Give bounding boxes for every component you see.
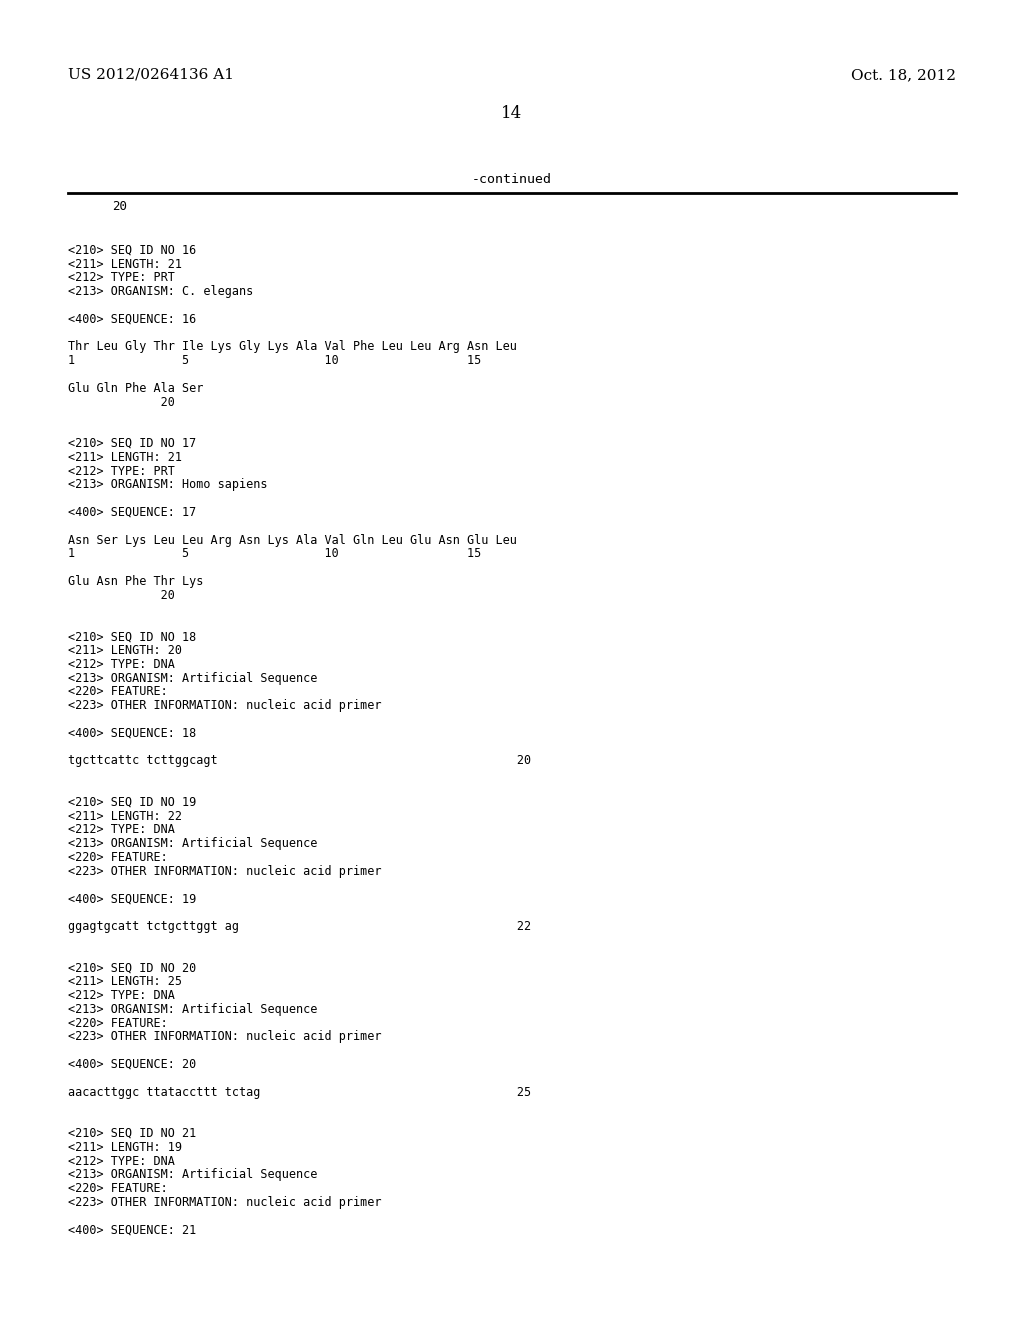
Text: <211> LENGTH: 25: <211> LENGTH: 25 xyxy=(68,975,182,989)
Text: <212> TYPE: DNA: <212> TYPE: DNA xyxy=(68,824,175,837)
Text: <400> SEQUENCE: 20: <400> SEQUENCE: 20 xyxy=(68,1059,197,1071)
Text: <213> ORGANISM: C. elegans: <213> ORGANISM: C. elegans xyxy=(68,285,253,298)
Text: 20: 20 xyxy=(68,589,175,602)
Text: aacacttggc ttataccttt tctag                                    25: aacacttggc ttataccttt tctag 25 xyxy=(68,1085,531,1098)
Text: <212> TYPE: DNA: <212> TYPE: DNA xyxy=(68,1155,175,1168)
Text: <223> OTHER INFORMATION: nucleic acid primer: <223> OTHER INFORMATION: nucleic acid pr… xyxy=(68,1196,382,1209)
Text: 20: 20 xyxy=(68,396,175,409)
Text: <213> ORGANISM: Homo sapiens: <213> ORGANISM: Homo sapiens xyxy=(68,478,267,491)
Text: <210> SEQ ID NO 19: <210> SEQ ID NO 19 xyxy=(68,796,197,809)
Text: <212> TYPE: PRT: <212> TYPE: PRT xyxy=(68,465,175,478)
Text: <211> LENGTH: 22: <211> LENGTH: 22 xyxy=(68,809,182,822)
Text: Asn Ser Lys Leu Leu Arg Asn Lys Ala Val Gln Leu Glu Asn Glu Leu: Asn Ser Lys Leu Leu Arg Asn Lys Ala Val … xyxy=(68,533,517,546)
Text: <220> FEATURE:: <220> FEATURE: xyxy=(68,851,168,865)
Text: <220> FEATURE:: <220> FEATURE: xyxy=(68,1016,168,1030)
Text: 1               5                   10                  15: 1 5 10 15 xyxy=(68,354,481,367)
Text: 14: 14 xyxy=(502,106,522,121)
Text: Oct. 18, 2012: Oct. 18, 2012 xyxy=(851,69,956,82)
Text: <211> LENGTH: 19: <211> LENGTH: 19 xyxy=(68,1140,182,1154)
Text: <400> SEQUENCE: 16: <400> SEQUENCE: 16 xyxy=(68,313,197,326)
Text: <213> ORGANISM: Artificial Sequence: <213> ORGANISM: Artificial Sequence xyxy=(68,672,317,685)
Text: <210> SEQ ID NO 16: <210> SEQ ID NO 16 xyxy=(68,244,197,257)
Text: <400> SEQUENCE: 17: <400> SEQUENCE: 17 xyxy=(68,506,197,519)
Text: 1               5                   10                  15: 1 5 10 15 xyxy=(68,548,481,561)
Text: <213> ORGANISM: Artificial Sequence: <213> ORGANISM: Artificial Sequence xyxy=(68,837,317,850)
Text: <212> TYPE: DNA: <212> TYPE: DNA xyxy=(68,989,175,1002)
Text: <212> TYPE: PRT: <212> TYPE: PRT xyxy=(68,272,175,284)
Text: <210> SEQ ID NO 18: <210> SEQ ID NO 18 xyxy=(68,630,197,643)
Text: Glu Asn Phe Thr Lys: Glu Asn Phe Thr Lys xyxy=(68,576,204,587)
Text: Glu Gln Phe Ala Ser: Glu Gln Phe Ala Ser xyxy=(68,381,204,395)
Text: <212> TYPE: DNA: <212> TYPE: DNA xyxy=(68,657,175,671)
Text: ggagtgcatt tctgcttggt ag                                       22: ggagtgcatt tctgcttggt ag 22 xyxy=(68,920,531,933)
Text: <213> ORGANISM: Artificial Sequence: <213> ORGANISM: Artificial Sequence xyxy=(68,1003,317,1016)
Text: <210> SEQ ID NO 20: <210> SEQ ID NO 20 xyxy=(68,961,197,974)
Text: <211> LENGTH: 21: <211> LENGTH: 21 xyxy=(68,257,182,271)
Text: US 2012/0264136 A1: US 2012/0264136 A1 xyxy=(68,69,234,82)
Text: -continued: -continued xyxy=(472,173,552,186)
Text: <211> LENGTH: 20: <211> LENGTH: 20 xyxy=(68,644,182,657)
Text: <223> OTHER INFORMATION: nucleic acid primer: <223> OTHER INFORMATION: nucleic acid pr… xyxy=(68,1031,382,1043)
Text: <213> ORGANISM: Artificial Sequence: <213> ORGANISM: Artificial Sequence xyxy=(68,1168,317,1181)
Text: <223> OTHER INFORMATION: nucleic acid primer: <223> OTHER INFORMATION: nucleic acid pr… xyxy=(68,700,382,713)
Text: <220> FEATURE:: <220> FEATURE: xyxy=(68,685,168,698)
Text: <400> SEQUENCE: 19: <400> SEQUENCE: 19 xyxy=(68,892,197,906)
Text: <400> SEQUENCE: 21: <400> SEQUENCE: 21 xyxy=(68,1224,197,1237)
Text: <210> SEQ ID NO 21: <210> SEQ ID NO 21 xyxy=(68,1127,197,1140)
Text: tgcttcattc tcttggcagt                                          20: tgcttcattc tcttggcagt 20 xyxy=(68,755,531,767)
Text: 20: 20 xyxy=(112,201,127,213)
Text: <211> LENGTH: 21: <211> LENGTH: 21 xyxy=(68,451,182,463)
Text: <223> OTHER INFORMATION: nucleic acid primer: <223> OTHER INFORMATION: nucleic acid pr… xyxy=(68,865,382,878)
Text: <220> FEATURE:: <220> FEATURE: xyxy=(68,1183,168,1195)
Text: <210> SEQ ID NO 17: <210> SEQ ID NO 17 xyxy=(68,437,197,450)
Text: <400> SEQUENCE: 18: <400> SEQUENCE: 18 xyxy=(68,727,197,739)
Text: Thr Leu Gly Thr Ile Lys Gly Lys Ala Val Phe Leu Leu Arg Asn Leu: Thr Leu Gly Thr Ile Lys Gly Lys Ala Val … xyxy=(68,341,517,354)
